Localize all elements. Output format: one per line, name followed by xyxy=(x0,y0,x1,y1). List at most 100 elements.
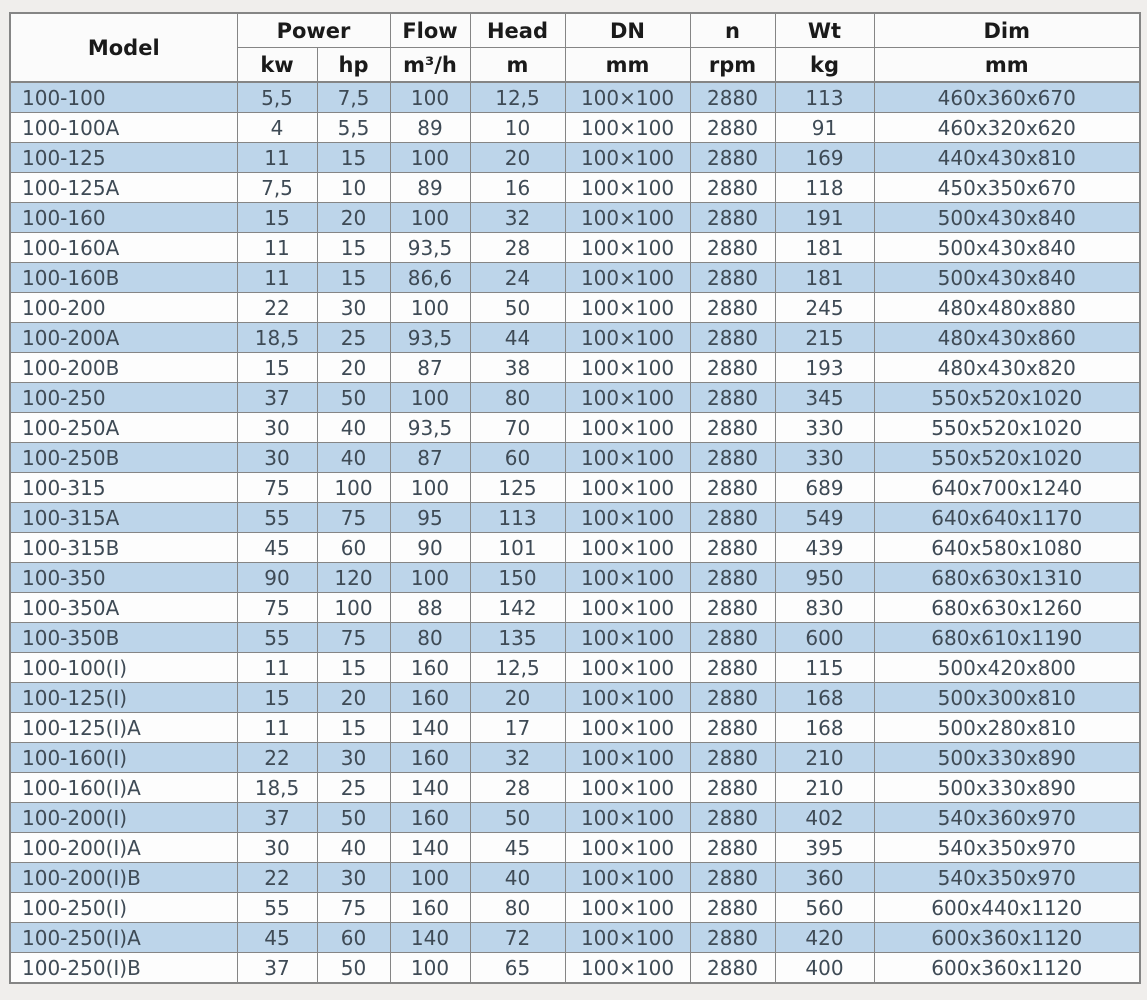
value-cell: 70 xyxy=(469,412,566,443)
model-cell: 100-200(I)B xyxy=(9,862,238,893)
unit-header-speed: rpm xyxy=(689,47,776,83)
value-cell: 140 xyxy=(389,922,471,953)
value-cell: 2880 xyxy=(689,142,776,173)
value-cell: 550x520x1020 xyxy=(873,412,1141,443)
table-body: 100-100 5,5 7,5 100 12,5 100×100 2880 113 460x36… xyxy=(9,81,1141,984)
value-cell: 100×100 xyxy=(564,262,691,293)
value-cell: 30 xyxy=(236,442,318,473)
value-cell: 2880 xyxy=(689,832,776,863)
value-cell: 30 xyxy=(236,412,318,443)
value-cell: 142 xyxy=(469,592,566,623)
unit-header-kw: kw xyxy=(236,47,318,83)
value-cell: 680x630x1260 xyxy=(873,592,1141,623)
value-cell: 169 xyxy=(774,142,875,173)
value-cell: 100×100 xyxy=(564,202,691,233)
value-cell: 100×100 xyxy=(564,742,691,773)
value-cell: 101 xyxy=(469,532,566,563)
value-cell: 160 xyxy=(389,802,471,833)
value-cell: 2880 xyxy=(689,202,776,233)
header-row-titles: Model Power Flow Head DN n Wt Dim xyxy=(9,12,1141,83)
value-cell: 30 xyxy=(236,832,318,863)
value-cell: 11 xyxy=(236,652,318,683)
value-cell: 2880 xyxy=(689,622,776,653)
value-cell: 72 xyxy=(469,922,566,953)
value-cell: 480x480x880 xyxy=(873,292,1141,323)
model-cell: 100-100(I) xyxy=(9,652,238,683)
table-row: 100-315 75 100 100 125 100×100 2880 689 640x700x… xyxy=(9,472,1141,503)
model-cell: 100-160A xyxy=(9,232,238,263)
value-cell: 15 xyxy=(316,652,391,683)
value-cell: 2880 xyxy=(689,922,776,953)
table-row: 100-125(I) 15 20 160 20 100×100 2880 168 500x300… xyxy=(9,682,1141,713)
column-header-head: Head xyxy=(469,12,566,48)
value-cell: 86,6 xyxy=(389,262,471,293)
value-cell: 600x360x1120 xyxy=(873,922,1141,953)
value-cell: 100×100 xyxy=(564,892,691,923)
value-cell: 80 xyxy=(469,382,566,413)
value-cell: 2880 xyxy=(689,742,776,773)
value-cell: 45 xyxy=(236,922,318,953)
table-row: 100-125A 7,5 10 89 16 100×100 2880 118 450x350x6… xyxy=(9,172,1141,203)
value-cell: 480x430x860 xyxy=(873,322,1141,353)
value-cell: 93,5 xyxy=(389,322,471,353)
value-cell: 55 xyxy=(236,622,318,653)
value-cell: 100×100 xyxy=(564,81,691,113)
table-row: 100-160(I)A 18,5 25 140 28 100×100 2880 210 500x… xyxy=(9,772,1141,803)
value-cell: 15 xyxy=(316,712,391,743)
table-row: 100-125 11 15 100 20 100×100 2880 169 440x430x81… xyxy=(9,142,1141,173)
value-cell: 30 xyxy=(316,292,391,323)
value-cell: 689 xyxy=(774,472,875,503)
value-cell: 193 xyxy=(774,352,875,383)
value-cell: 11 xyxy=(236,142,318,173)
value-cell: 100×100 xyxy=(564,472,691,503)
value-cell: 100 xyxy=(316,472,391,503)
model-cell: 100-350B xyxy=(9,622,238,653)
value-cell: 2880 xyxy=(689,382,776,413)
value-cell: 100×100 xyxy=(564,562,691,593)
value-cell: 150 xyxy=(469,562,566,593)
value-cell: 22 xyxy=(236,292,318,323)
value-cell: 2880 xyxy=(689,172,776,203)
model-cell: 100-125(I) xyxy=(9,682,238,713)
value-cell: 2880 xyxy=(689,772,776,803)
column-header-flow: Flow xyxy=(389,12,471,48)
value-cell: 330 xyxy=(774,412,875,443)
value-cell: 100×100 xyxy=(564,922,691,953)
value-cell: 215 xyxy=(774,322,875,353)
value-cell: 500x330x890 xyxy=(873,742,1141,773)
value-cell: 500x330x890 xyxy=(873,772,1141,803)
value-cell: 40 xyxy=(316,832,391,863)
value-cell: 91 xyxy=(774,112,875,143)
value-cell: 75 xyxy=(316,622,391,653)
value-cell: 88 xyxy=(389,592,471,623)
value-cell: 540x350x970 xyxy=(873,862,1141,893)
model-cell: 100-125A xyxy=(9,172,238,203)
value-cell: 2880 xyxy=(689,412,776,443)
table-row: 100-100 5,5 7,5 100 12,5 100×100 2880 113 460x36… xyxy=(9,81,1141,113)
value-cell: 38 xyxy=(469,352,566,383)
value-cell: 100 xyxy=(389,292,471,323)
value-cell: 210 xyxy=(774,772,875,803)
value-cell: 44 xyxy=(469,322,566,353)
value-cell: 100 xyxy=(389,142,471,173)
table-row: 100-250(I) 55 75 160 80 100×100 2880 560 600x440… xyxy=(9,892,1141,923)
value-cell: 100×100 xyxy=(564,142,691,173)
unit-header-head: m xyxy=(469,47,566,83)
value-cell: 140 xyxy=(389,712,471,743)
value-cell: 100×100 xyxy=(564,652,691,683)
value-cell: 460x360x670 xyxy=(873,81,1141,113)
value-cell: 32 xyxy=(469,202,566,233)
value-cell: 80 xyxy=(469,892,566,923)
value-cell: 24 xyxy=(469,262,566,293)
model-cell: 100-350 xyxy=(9,562,238,593)
value-cell: 100 xyxy=(389,862,471,893)
value-cell: 100 xyxy=(389,952,471,984)
value-cell: 15 xyxy=(316,142,391,173)
value-cell: 550x520x1020 xyxy=(873,442,1141,473)
table-row: 100-200(I)B 22 30 100 40 100×100 2880 360 540x35… xyxy=(9,862,1141,893)
value-cell: 75 xyxy=(236,472,318,503)
model-cell: 100-200(I)A xyxy=(9,832,238,863)
value-cell: 89 xyxy=(389,172,471,203)
column-header-power: Power xyxy=(236,12,391,48)
